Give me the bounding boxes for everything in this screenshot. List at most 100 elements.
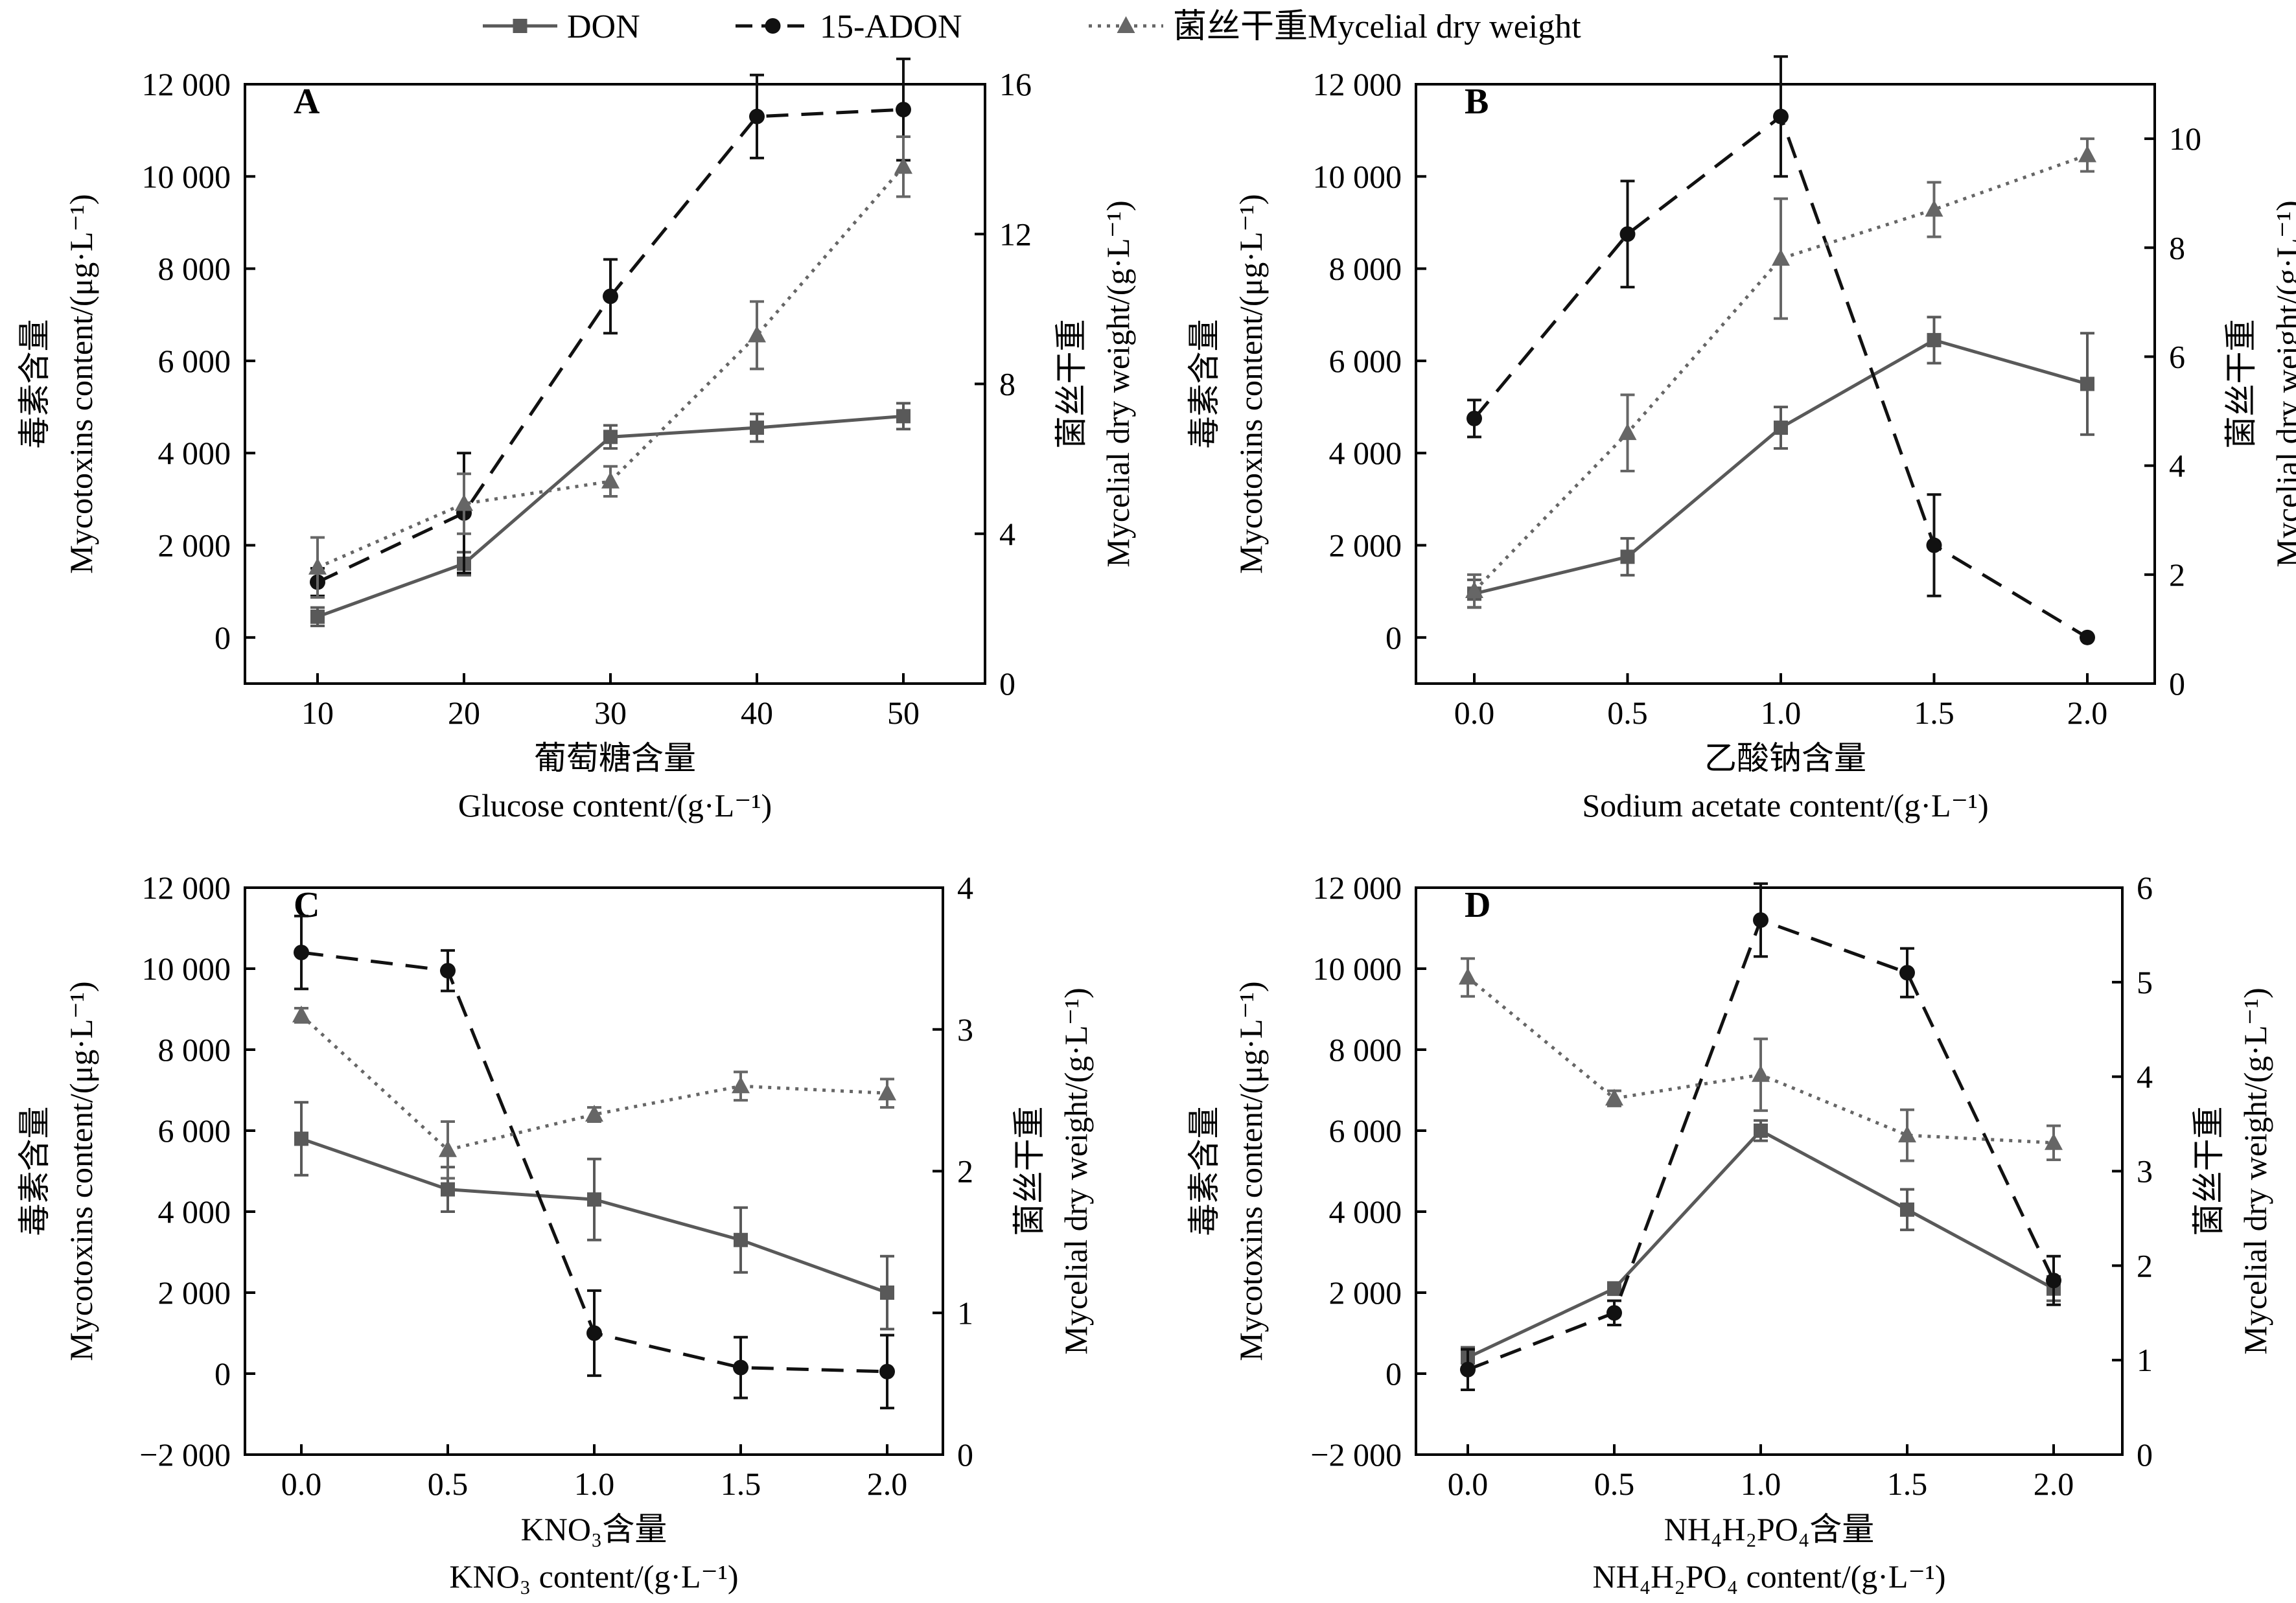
x-tick-label: 1.0: [1761, 695, 1802, 731]
x-tick-label: 10: [301, 695, 334, 731]
data-point-adon: [896, 102, 911, 118]
data-point-adon: [749, 108, 765, 124]
panel-label: C: [294, 885, 319, 925]
series-line-don: [1474, 338, 2088, 595]
legend-entry-dw: 菌丝干重Mycelial dry weight: [1089, 8, 1581, 45]
y2-axis-label-en: Mycelial dry weight/(g·L⁻¹): [2237, 987, 2273, 1354]
y-tick-label: 8 000: [158, 251, 231, 287]
data-point-don: [2080, 376, 2094, 391]
data-point-adon: [1460, 1361, 1476, 1378]
panel-label: D: [1465, 885, 1490, 925]
data-point-adon: [1467, 410, 1482, 426]
data-point-dw: [1465, 581, 1483, 599]
x-tick-label: 40: [741, 695, 773, 731]
data-point-don: [896, 409, 910, 424]
data-point-dw: [878, 1083, 896, 1101]
data-point-don: [294, 1131, 308, 1146]
series-line-dw: [1473, 153, 2088, 592]
legend-marker-adon: [765, 18, 781, 34]
y-tick-label: 8 000: [1329, 251, 1402, 287]
panel-B: 0 2 000 4 000 6 000 8 000 10 000 12 000 0 2 4 6 8 10…: [1186, 55, 2296, 824]
y2-tick-label: 0: [2137, 1436, 2153, 1473]
y-tick-label: 0: [1386, 1355, 1402, 1392]
y2-tick-label: 1: [957, 1295, 973, 1331]
y2-tick-label: 2: [2137, 1247, 2153, 1284]
plot-frame: [244, 83, 986, 685]
x-tick-label: 1.0: [574, 1466, 615, 1502]
data-point-dw: [2078, 145, 2096, 163]
x-tick-label: 20: [448, 695, 480, 731]
y2-axis-label-en: Mycelial dry weight/(g·L⁻¹): [1100, 200, 1136, 567]
y2-tick-label: 2: [957, 1153, 973, 1190]
y2-tick-label: 6: [2169, 338, 2185, 375]
y-tick-label: 12 000: [142, 66, 231, 102]
panel-D: −2 000 0 2 000 4 000 6 000 8 000 10 000 12 000 0…: [1186, 870, 2273, 1595]
data-point-dw: [439, 1140, 457, 1157]
data-point-adon: [1753, 912, 1768, 928]
series-line-don: [1467, 1128, 2055, 1359]
x-axis-label-cn: NH₄H₂PO₄含量: [1664, 1511, 1875, 1547]
series-adon: [294, 914, 895, 1410]
x-tick-label: 0.0: [1448, 1466, 1489, 1502]
y2-tick-label: 4: [2137, 1059, 2153, 1095]
x-tick-label: 1.5: [721, 1466, 761, 1502]
y-tick-label: 4 000: [158, 1194, 231, 1230]
y2-tick-label: 3: [2137, 1153, 2153, 1190]
y-tick-label: −2 000: [1310, 1436, 1402, 1473]
y2-tick-label: 0: [957, 1436, 973, 1473]
y2-axis-label-cn: 菌丝干重: [2223, 319, 2259, 449]
y2-axis-label-en: Mycelial dry weight/(g·L⁻¹): [1058, 987, 1094, 1354]
y2-tick-label: 12: [999, 216, 1032, 252]
data-point-dw: [894, 157, 912, 174]
x-axis-label-en: NH₄H₂PO₄ content/(g·L⁻¹): [1593, 1558, 1946, 1595]
x-axis-label-en: Sodium acetate content/(g·L⁻¹): [1582, 787, 1988, 824]
series-adon: [310, 57, 911, 597]
x-tick-label: 2.0: [2034, 1466, 2074, 1502]
x-axis-label-cn: 葡萄糖含量: [534, 740, 696, 776]
y-tick-label: 0: [1386, 619, 1402, 656]
y2-axis-label-en: Mycelial dry weight/(g·L⁻¹): [2269, 200, 2296, 567]
data-point-don: [750, 421, 764, 435]
legend-label-don: DON: [567, 8, 640, 45]
data-point-don: [734, 1232, 748, 1247]
y-tick-label: 10 000: [142, 951, 231, 987]
data-point-dw: [748, 325, 766, 343]
data-point-adon: [2046, 1273, 2061, 1289]
y2-axis-label-cn: 菌丝干重: [2190, 1107, 2227, 1236]
data-point-dw: [601, 471, 620, 489]
data-point-don: [1774, 421, 1788, 435]
x-tick-label: 0.5: [1594, 1466, 1635, 1502]
y-tick-label: 0: [215, 619, 231, 656]
data-point-adon: [1606, 1305, 1622, 1321]
y2-tick-label: 4: [957, 870, 973, 906]
data-point-dw: [292, 1005, 310, 1022]
y-tick-label: 8 000: [158, 1032, 231, 1068]
x-tick-label: 30: [594, 695, 627, 731]
data-point-don: [1927, 332, 1942, 347]
y-axis-label-en: Mycotoxins content/(μg·L⁻¹): [63, 194, 99, 573]
y2-axis-label-cn: 菌丝干重: [1053, 319, 1089, 449]
data-point-dw: [1752, 1065, 1770, 1082]
series-dw: [292, 1005, 896, 1180]
y-tick-label: 2 000: [158, 1274, 231, 1311]
data-point-dw: [1605, 1089, 1623, 1106]
y2-tick-label: 2: [2169, 557, 2185, 593]
series-adon: [1467, 55, 2095, 645]
legend-label-dw: 菌丝干重Mycelial dry weight: [1173, 8, 1581, 45]
data-point-adon: [1899, 965, 1915, 981]
y-tick-label: 6 000: [158, 343, 231, 379]
data-point-adon: [603, 288, 618, 305]
data-point-dw: [308, 557, 327, 575]
data-point-adon: [1773, 108, 1789, 124]
y2-tick-label: 6: [2137, 870, 2153, 906]
panel-A: 0 2 000 4 000 6 000 8 000 10 000 12 000 0 4 8 12 16…: [16, 57, 1136, 824]
y-tick-label: 2 000: [1329, 1274, 1402, 1311]
panel-C: −2 000 0 2 000 4 000 6 000 8 000 10 000 12 000 0…: [16, 870, 1094, 1595]
y2-tick-label: 4: [2169, 448, 2185, 484]
y2-tick-label: 0: [999, 665, 1015, 702]
series-line-adon: [1467, 917, 2056, 1372]
y-tick-label: 12 000: [1313, 870, 1402, 906]
legend-label-adon: 15-ADON: [820, 8, 962, 45]
